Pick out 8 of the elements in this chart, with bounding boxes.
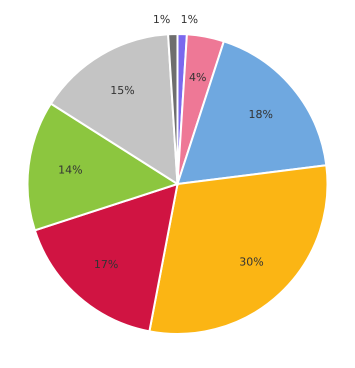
data-label: 14% xyxy=(58,163,83,176)
data-label: 30% xyxy=(239,256,264,269)
data-label: 1% xyxy=(152,13,170,26)
data-label: 4% xyxy=(189,70,206,84)
data-label: 1% xyxy=(180,13,198,26)
data-label: 15% xyxy=(110,84,135,98)
data-label: 17% xyxy=(94,258,118,272)
data-label: 18% xyxy=(248,108,273,122)
